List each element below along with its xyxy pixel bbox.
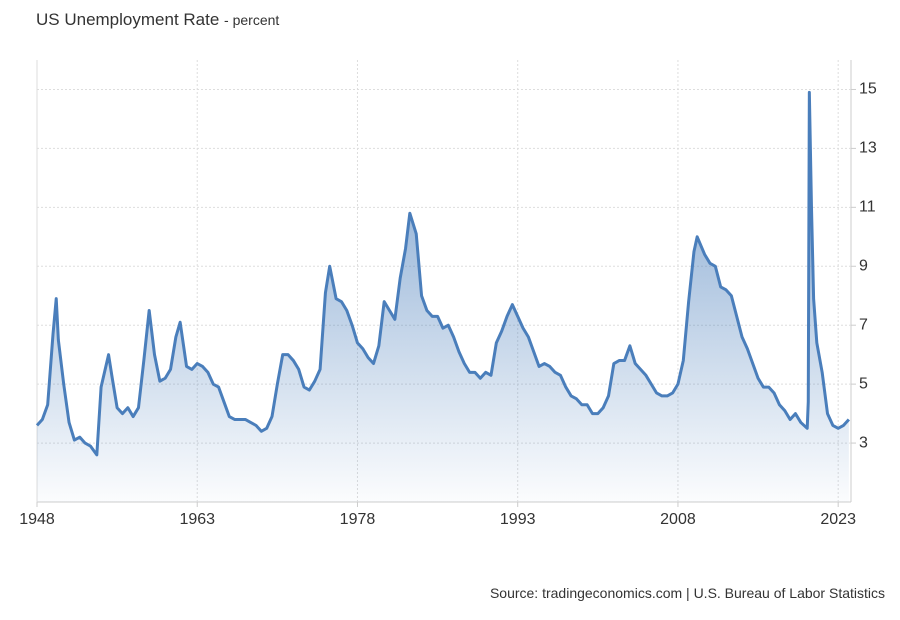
- y-tick-label: 5: [859, 375, 868, 392]
- y-tick-label: 9: [859, 257, 868, 274]
- x-tick-label: 1963: [179, 511, 215, 528]
- title: US Unemployment Rate: [36, 10, 219, 29]
- x-tick-label: 1978: [340, 511, 376, 528]
- y-tick-label: 13: [859, 140, 877, 157]
- x-tick-label: 2023: [820, 511, 856, 528]
- y-tick-label: 3: [859, 434, 868, 451]
- chart-title: US Unemployment Rate - percent: [36, 10, 279, 29]
- y-tick-label: 11: [859, 199, 876, 216]
- area-fill: [37, 92, 849, 502]
- line: [35, 90, 850, 457]
- y-tick-label: 7: [859, 316, 868, 333]
- y-tick-label: 15: [859, 81, 877, 98]
- x-tick-label: 1948: [19, 511, 55, 528]
- x-tick-label: 1993: [500, 511, 536, 528]
- subtitle: - percent: [224, 12, 279, 28]
- x-tick-label: 2008: [660, 511, 696, 528]
- source: Source: tradingeconomics.com | U.S. Bure…: [490, 585, 885, 601]
